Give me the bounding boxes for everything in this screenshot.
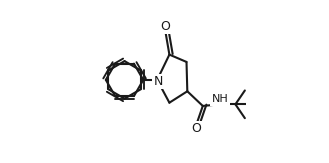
Text: NH: NH xyxy=(212,94,228,104)
Text: N: N xyxy=(153,75,163,88)
Text: O: O xyxy=(192,122,202,135)
Text: O: O xyxy=(160,20,170,33)
